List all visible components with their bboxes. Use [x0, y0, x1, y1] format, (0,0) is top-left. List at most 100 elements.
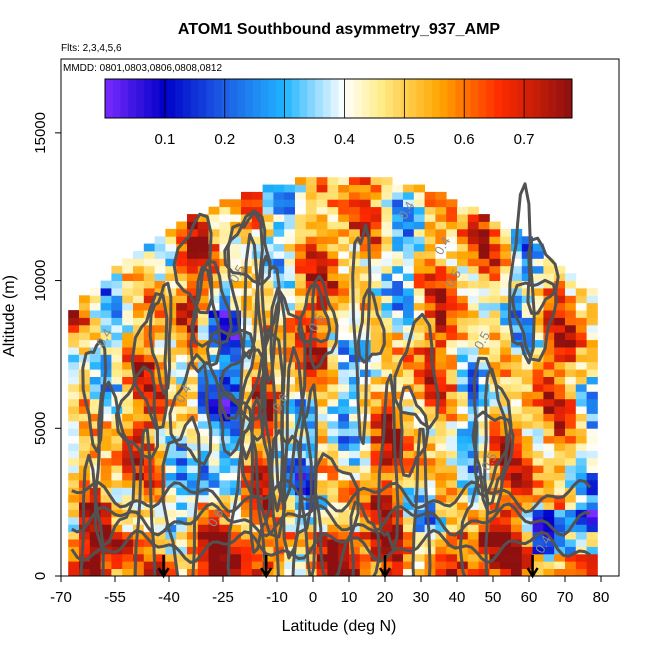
heatmap-cell [165, 376, 177, 385]
heatmap-cell [165, 332, 177, 341]
colorbar-segment [252, 79, 262, 118]
heatmap-cell [68, 435, 80, 444]
heatmap-cell [575, 450, 587, 459]
heatmap-cell [511, 310, 523, 318]
contour-line [399, 385, 430, 478]
heatmap-cell [154, 258, 166, 267]
heatmap-cell [500, 273, 512, 281]
heatmap-cell [521, 553, 533, 562]
heatmap-cell [575, 406, 587, 414]
heatmap-cell [295, 420, 307, 429]
heatmap-cell [370, 243, 382, 252]
heatmap-cell [381, 228, 393, 237]
heatmap-cell [478, 310, 490, 318]
heatmap-cell [413, 243, 425, 252]
heatmap-cell [79, 420, 91, 429]
heatmap-cell [197, 376, 209, 385]
heatmap-cell [359, 324, 371, 333]
heatmap-cell [143, 339, 155, 348]
heatmap-cell [435, 561, 447, 569]
colorbar-segment [206, 79, 215, 118]
heatmap-cell [392, 457, 404, 466]
heatmap-cell [381, 465, 393, 473]
heatmap-cell [176, 324, 188, 333]
heatmap-cell [338, 428, 350, 437]
heatmap-cell [327, 317, 339, 326]
heatmap-cell [68, 450, 80, 459]
heatmap-cell [241, 369, 253, 377]
heatmap-cell [413, 406, 425, 414]
heatmap-cell [197, 502, 209, 510]
heatmap-cell [424, 280, 436, 289]
heatmap-cell [197, 347, 209, 355]
heatmap-cell [208, 487, 220, 496]
heatmap-cell [230, 236, 242, 245]
heatmap-cell [122, 398, 134, 407]
heatmap-cell [359, 553, 371, 562]
heatmap-cell [511, 516, 523, 525]
heatmap-cell [230, 553, 242, 562]
heatmap-cell [230, 199, 242, 208]
heatmap-cell [467, 265, 479, 274]
heatmap-cell [467, 361, 479, 370]
heatmap-cell [89, 324, 101, 333]
heatmap-cell [316, 435, 328, 444]
heatmap-cell [413, 324, 425, 333]
heatmap-cell [241, 228, 253, 237]
heatmap-cell [241, 420, 253, 429]
heatmap-cell [316, 391, 328, 400]
heatmap-cell [586, 339, 598, 348]
heatmap-cell [219, 420, 231, 429]
heatmap-cell [316, 280, 328, 289]
heatmap-cell [413, 295, 425, 304]
heatmap-cell [435, 428, 447, 437]
heatmap-cell [187, 428, 199, 437]
heatmap-cell [349, 406, 361, 414]
heatmap-cell [176, 561, 188, 569]
heatmap-cell [467, 273, 479, 281]
heatmap-cell [197, 435, 209, 444]
heatmap-cell [133, 568, 145, 576]
heatmap-cell [316, 369, 328, 377]
heatmap-cell [467, 317, 479, 326]
heatmap-cell [100, 443, 112, 451]
contour-line [130, 292, 169, 430]
heatmap-cell [241, 236, 253, 245]
heatmap-cell [575, 420, 587, 429]
heatmap-cell [165, 546, 177, 555]
heatmap-cell [370, 214, 382, 222]
heatmap-cell [111, 465, 123, 473]
heatmap-cell [381, 332, 393, 341]
heatmap-cell [305, 539, 317, 547]
heatmap-cell [435, 236, 447, 245]
heatmap-cell [403, 184, 415, 193]
heatmap-cell [359, 265, 371, 274]
heatmap-cell [381, 561, 393, 569]
colorbar-segment [400, 79, 409, 118]
heatmap-cell [457, 258, 469, 267]
heatmap-cell [143, 376, 155, 385]
heatmap-cell [154, 273, 166, 281]
heatmap-cell [197, 450, 209, 459]
heatmap-cell [457, 391, 469, 400]
heatmap-cell [521, 302, 533, 311]
heatmap-cell [575, 516, 587, 525]
heatmap-cell [241, 546, 253, 555]
heatmap-cell [554, 516, 566, 525]
heatmap-cell [241, 191, 253, 200]
heatmap-cell [316, 406, 328, 414]
heatmap-cell [165, 553, 177, 562]
heatmap-cell [68, 376, 80, 385]
heatmap-cell [100, 561, 112, 569]
heatmap-cell [241, 531, 253, 540]
heatmap-cell [457, 457, 469, 466]
colorbar-tick-label: 0.5 [394, 131, 415, 148]
heatmap-cell [565, 509, 577, 518]
heatmap-cell [370, 221, 382, 230]
heatmap-cell [521, 568, 533, 576]
heatmap-cell [543, 339, 555, 348]
heatmap-cell [543, 502, 555, 510]
heatmap-cell [403, 236, 415, 245]
heatmap-cell [219, 361, 231, 370]
heatmap-cell [500, 324, 512, 333]
